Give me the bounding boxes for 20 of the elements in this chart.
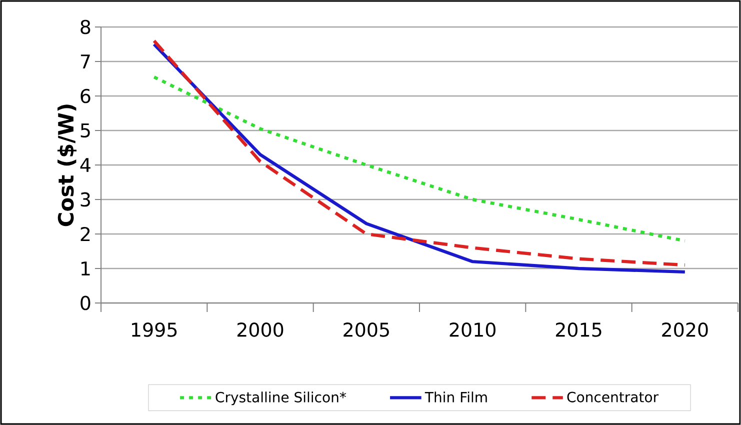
y-tick-label: 5 — [80, 123, 90, 138]
x-tick-label: 2005 — [344, 322, 389, 337]
line-series — [152, 75, 687, 242]
y-tick-label: 1 — [81, 262, 90, 276]
legend-label: Concentrator — [567, 392, 659, 402]
y-tick-label: 6 — [80, 88, 90, 104]
y-tick-label: 3 — [80, 192, 90, 207]
x-tick-label: 2020 — [662, 322, 708, 337]
y-tick-label: 4 — [80, 158, 90, 172]
y-tick-label: 2 — [80, 226, 90, 242]
legend-label: Crystalline Silicon* — [216, 392, 346, 406]
x-tick-label: 2010 — [450, 322, 496, 337]
y-tick-label: 8 — [80, 20, 90, 34]
y-axis-title: Cost ($/W) — [57, 104, 77, 226]
x-tick-label: 2000 — [237, 322, 284, 337]
legend-label: Thin Film — [424, 392, 487, 402]
y-tick-label: 0 — [80, 296, 90, 310]
y-tick-label: 7 — [80, 54, 90, 68]
x-tick-label: 2015 — [556, 322, 602, 337]
x-tick-label: 1995 — [132, 322, 177, 337]
